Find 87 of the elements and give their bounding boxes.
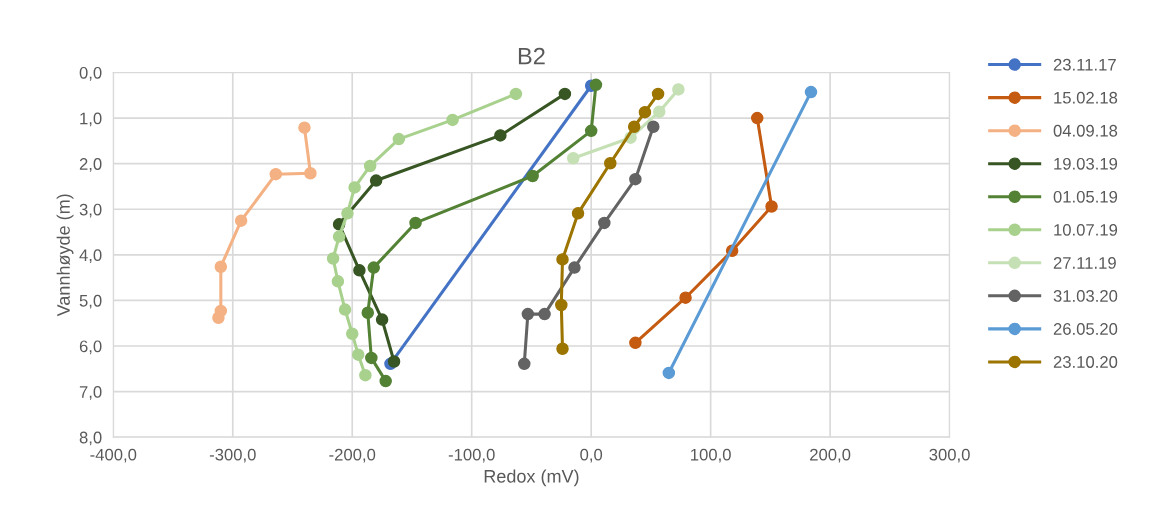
point <box>558 87 572 101</box>
x-tick-label: -100,0 <box>448 448 495 463</box>
legend-label: 23.10.20 <box>1053 356 1118 368</box>
point <box>361 306 375 319</box>
legend-label: 23.11.17 <box>1053 58 1116 71</box>
point <box>345 327 359 340</box>
point <box>214 260 228 273</box>
point <box>679 291 692 304</box>
point <box>538 307 551 321</box>
point <box>571 207 585 220</box>
point <box>369 174 383 187</box>
point <box>269 167 283 181</box>
y-tick-label: 1,0 <box>80 112 102 127</box>
point <box>651 87 665 101</box>
point <box>750 111 764 125</box>
point <box>234 214 248 227</box>
point <box>638 105 652 119</box>
point <box>556 253 569 266</box>
point <box>518 357 531 371</box>
point <box>556 342 569 356</box>
point <box>765 200 778 213</box>
point <box>341 207 354 220</box>
point <box>409 216 422 230</box>
point <box>647 120 660 134</box>
point <box>804 85 818 99</box>
x-tick-label: 300,0 <box>929 448 970 463</box>
point <box>629 336 642 350</box>
point <box>332 230 346 243</box>
x-axis-title: Redox (mV) <box>484 469 579 487</box>
point <box>627 120 641 134</box>
y-tick-label: 6,0 <box>79 340 102 355</box>
point <box>298 121 311 134</box>
y-tick-label: 5,0 <box>79 294 102 309</box>
y-tick-label: 2,0 <box>79 158 102 172</box>
point <box>212 311 225 325</box>
legend-label: 27.11.19 <box>1053 257 1116 269</box>
point <box>604 156 617 170</box>
x-tick-label: 100,0 <box>691 448 731 463</box>
point <box>567 151 580 165</box>
y-tick-label: 7,0 <box>79 386 102 400</box>
point <box>387 355 401 368</box>
point <box>653 105 666 118</box>
legend-label: 04.09.18 <box>1053 124 1118 137</box>
y-tick-label: 4,0 <box>79 249 102 264</box>
legend-label: 26.05.20 <box>1053 323 1118 335</box>
legend-label: 31.03.20 <box>1053 290 1118 302</box>
point <box>672 83 685 96</box>
x-tick-label: 0,0 <box>580 448 603 463</box>
point <box>555 298 568 312</box>
point <box>568 261 581 274</box>
x-tick-label: -400,0 <box>90 448 137 463</box>
x-tick-label: -300,0 <box>209 448 256 463</box>
point <box>379 374 392 388</box>
point <box>509 87 523 101</box>
point <box>521 307 535 321</box>
legend-label: 10.07.19 <box>1054 223 1118 236</box>
point <box>662 366 676 380</box>
y-axis-title: Vannhøyde (m) <box>56 194 74 317</box>
point <box>338 303 352 316</box>
point <box>375 313 389 326</box>
point <box>348 181 361 194</box>
point <box>359 368 372 382</box>
point <box>584 124 598 138</box>
y-tick-label: 8,0 <box>79 431 102 446</box>
y-tick-label: 3,0 <box>79 203 102 218</box>
point <box>526 169 539 183</box>
point <box>351 348 365 361</box>
point <box>365 351 378 365</box>
point <box>589 78 603 92</box>
legend-label: 19.03.19 <box>1054 157 1118 170</box>
x-tick-label: -200,0 <box>329 448 376 463</box>
x-tick-label: 200,0 <box>810 448 851 463</box>
point <box>326 252 340 265</box>
legend-label: 01.05.19 <box>1053 190 1118 203</box>
point <box>392 132 406 146</box>
point <box>353 264 366 277</box>
point <box>367 261 380 274</box>
point <box>331 275 345 288</box>
y-tick-label: 0,0 <box>79 66 102 81</box>
point <box>304 167 317 180</box>
point <box>363 159 377 173</box>
point <box>446 113 459 127</box>
point <box>598 216 611 230</box>
point <box>494 129 507 142</box>
point <box>629 172 642 186</box>
chart-title: B2 <box>518 47 545 65</box>
legend-label: 15.02.18 <box>1054 91 1118 104</box>
